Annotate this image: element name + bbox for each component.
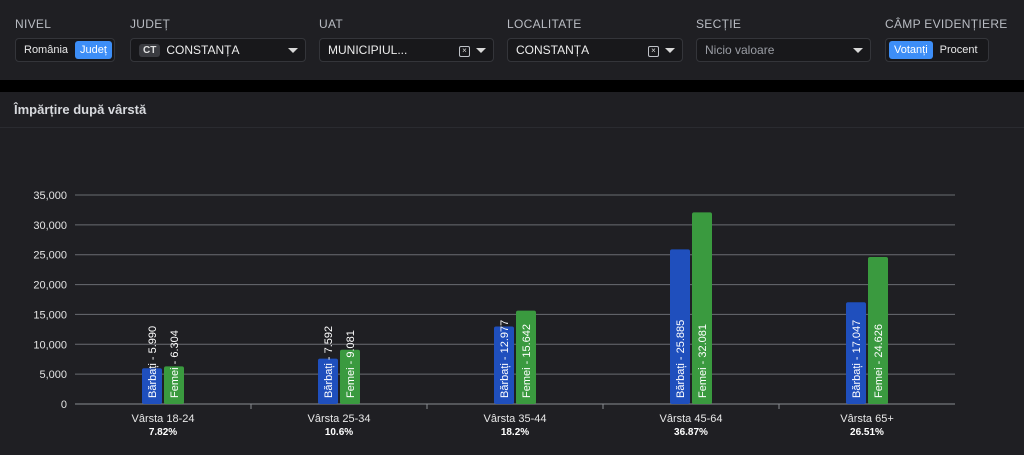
card-header: Împărțire după vârstă xyxy=(0,92,1024,128)
nivel-label: NIVEL xyxy=(15,17,52,31)
bar-femei xyxy=(164,366,184,404)
x-category-label: Vârsta 35-44 xyxy=(484,413,547,425)
y-tick-label: 20,000 xyxy=(33,280,67,292)
y-tick-label: 35,000 xyxy=(33,190,67,202)
x-category-label: Vârsta 25-34 xyxy=(308,413,371,425)
x-category-label: Vârsta 65+ xyxy=(840,413,894,425)
y-tick-label: 30,000 xyxy=(33,220,67,232)
x-category-label: Vârsta 45-64 xyxy=(660,413,723,425)
y-tick-label: 10,000 xyxy=(33,339,67,351)
clear-x-icon[interactable]: × xyxy=(459,46,470,57)
x-percentage-label: 26.51% xyxy=(850,427,884,438)
camp-toggle: Votanți Procent xyxy=(885,38,989,62)
x-percentage-label: 18.2% xyxy=(501,427,529,438)
clear-x-icon[interactable]: × xyxy=(648,46,659,57)
y-tick-label: 25,000 xyxy=(33,250,67,262)
bar-data-label: Femei - 15.642 xyxy=(521,324,533,398)
judet-badge: CT xyxy=(139,43,161,57)
bar-barbati xyxy=(846,302,866,404)
sectie-label: SECȚIE xyxy=(696,17,742,31)
x-category-label: Vârsta 18-24 xyxy=(132,413,195,425)
y-tick-label: 0 xyxy=(61,399,67,411)
uat-select[interactable]: MUNICIPIUL... × xyxy=(319,38,494,62)
nivel-filter: NIVEL România Județ xyxy=(15,16,115,62)
x-percentage-label: 7.82% xyxy=(149,427,177,438)
chevron-down-icon[interactable] xyxy=(476,48,486,53)
bar-femei xyxy=(340,349,360,404)
sectie-filter: SECȚIE Nicio valoare xyxy=(696,16,871,62)
bar-data-label: Bărbați - 17.047 xyxy=(851,320,863,398)
camp-filter: CÂMP EVIDENȚIERE Votanți Procent xyxy=(885,16,1008,62)
judet-label: JUDEȚ xyxy=(130,17,171,31)
filters-bar: NIVEL România Județ JUDEȚ CT CONSTANȚA U… xyxy=(0,0,1024,80)
chart-area: 0 5,000 10,000 15,000 20,000 25,000 30,000 35,0… xyxy=(0,128,1024,455)
y-tick-label: 5,000 xyxy=(39,369,67,381)
camp-option-procent[interactable]: Procent xyxy=(939,44,978,56)
nivel-option-judet[interactable]: Județ xyxy=(75,41,112,59)
bar-femei xyxy=(516,310,536,404)
bar-barbati xyxy=(670,249,690,404)
bar-barbati xyxy=(318,358,338,404)
localitate-value: CONSTANȚA xyxy=(516,43,590,57)
localitate-filter: LOCALITATE CONSTANȚA × xyxy=(507,16,683,62)
bar-data-label: Femei - 6.304 xyxy=(169,330,181,398)
nivel-option-romania[interactable]: România xyxy=(24,44,69,56)
uat-label: UAT xyxy=(319,17,344,31)
localitate-label: LOCALITATE xyxy=(507,17,582,31)
judet-value: CONSTANȚA xyxy=(166,43,240,57)
chevron-down-icon[interactable] xyxy=(665,48,675,53)
camp-option-votanti[interactable]: Votanți xyxy=(889,41,933,59)
bar-data-label: Bărbați - 25.885 xyxy=(675,320,687,398)
y-tick-label: 15,000 xyxy=(33,309,67,321)
uat-filter: UAT MUNICIPIUL... × xyxy=(319,16,494,62)
chevron-down-icon[interactable] xyxy=(853,48,863,53)
bar-data-label: Bărbați - 5.990 xyxy=(147,326,159,398)
judet-select[interactable]: CT CONSTANȚA xyxy=(130,38,306,62)
sectie-select[interactable]: Nicio valoare xyxy=(696,38,871,62)
bar-barbati xyxy=(494,326,514,404)
card-title: Împărțire după vârstă xyxy=(14,102,147,117)
sectie-placeholder: Nicio valoare xyxy=(705,43,775,57)
x-percentage-label: 36.87% xyxy=(674,427,708,438)
x-percentage-label: 10.6% xyxy=(325,427,353,438)
bar-data-label: Bărbați - 12.977 xyxy=(499,320,511,398)
judet-filter: JUDEȚ CT CONSTANȚA xyxy=(130,16,306,62)
age-bar-chart: 0 5,000 10,000 15,000 20,000 25,000 30,000 35,0… xyxy=(33,190,955,438)
chevron-down-icon[interactable] xyxy=(288,48,298,53)
uat-value: MUNICIPIUL... xyxy=(328,43,408,57)
bar-data-label: Bărbați - 7.592 xyxy=(323,326,335,398)
bar-femei xyxy=(868,256,888,404)
bar-data-label: Femei - 9.081 xyxy=(345,330,357,398)
bar-data-label: Femei - 24.626 xyxy=(873,324,885,398)
camp-label: CÂMP EVIDENȚIERE xyxy=(885,17,1008,31)
localitate-select[interactable]: CONSTANȚA × xyxy=(507,38,683,62)
bar-femei xyxy=(692,212,712,404)
bar-data-label: Femei - 32.081 xyxy=(697,324,709,398)
nivel-toggle: România Județ xyxy=(15,38,115,62)
bar-barbati xyxy=(142,368,162,404)
